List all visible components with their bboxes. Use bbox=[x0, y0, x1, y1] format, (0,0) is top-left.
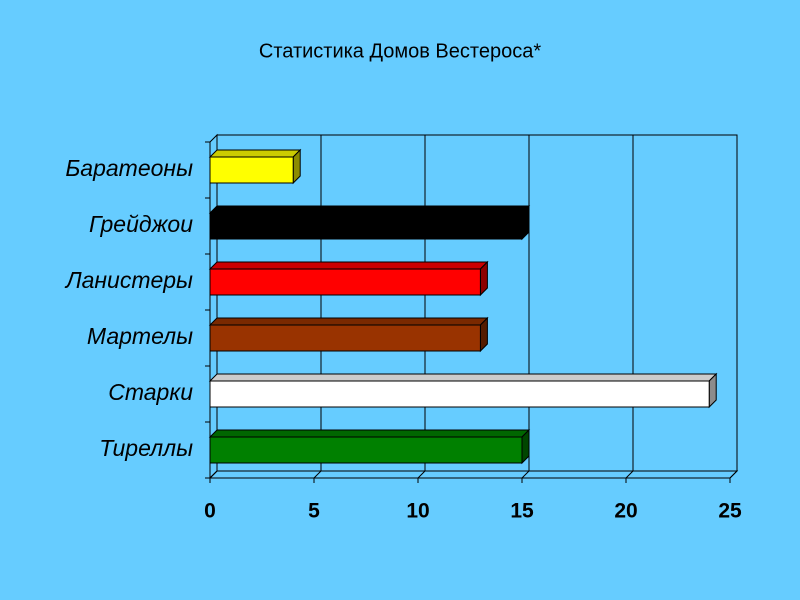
grid-line bbox=[417, 470, 426, 479]
grid-line bbox=[729, 470, 738, 479]
bar bbox=[209, 212, 523, 240]
y-tick-label: Старки bbox=[108, 379, 193, 405]
bar bbox=[209, 268, 481, 296]
y-tick-label: Тиреллы bbox=[99, 435, 193, 461]
grid-line bbox=[625, 470, 634, 479]
y-tick-label: Грейджои bbox=[89, 211, 193, 237]
side-wall bbox=[209, 133, 218, 480]
bar-top bbox=[208, 149, 302, 158]
x-tick-label: 10 bbox=[406, 500, 429, 523]
y-tick-label: Баратеоны bbox=[65, 155, 193, 181]
bar-top bbox=[208, 317, 489, 326]
grid-line bbox=[521, 470, 530, 479]
y-tick-label: Мартелы bbox=[87, 323, 193, 349]
chart-title: Статистика Домов Вестероса* bbox=[259, 40, 541, 62]
x-tick-label: 0 bbox=[204, 500, 216, 523]
bar bbox=[209, 156, 294, 184]
x-tick-label: 5 bbox=[308, 500, 320, 523]
bar bbox=[209, 380, 710, 408]
bar-top bbox=[208, 261, 489, 270]
bar-top bbox=[208, 205, 531, 214]
grid-line bbox=[313, 470, 322, 479]
back-wall bbox=[216, 134, 738, 472]
bar-top bbox=[208, 373, 718, 382]
x-tick-label: 20 bbox=[614, 500, 637, 523]
floor bbox=[208, 470, 739, 479]
grid-line bbox=[209, 470, 218, 479]
x-tick-label: 15 bbox=[510, 500, 534, 523]
bar bbox=[209, 436, 523, 464]
y-tick-label: Ланистеры bbox=[64, 267, 193, 293]
bar-top bbox=[208, 429, 531, 438]
bar bbox=[209, 324, 481, 352]
x-tick-label: 25 bbox=[718, 500, 742, 523]
